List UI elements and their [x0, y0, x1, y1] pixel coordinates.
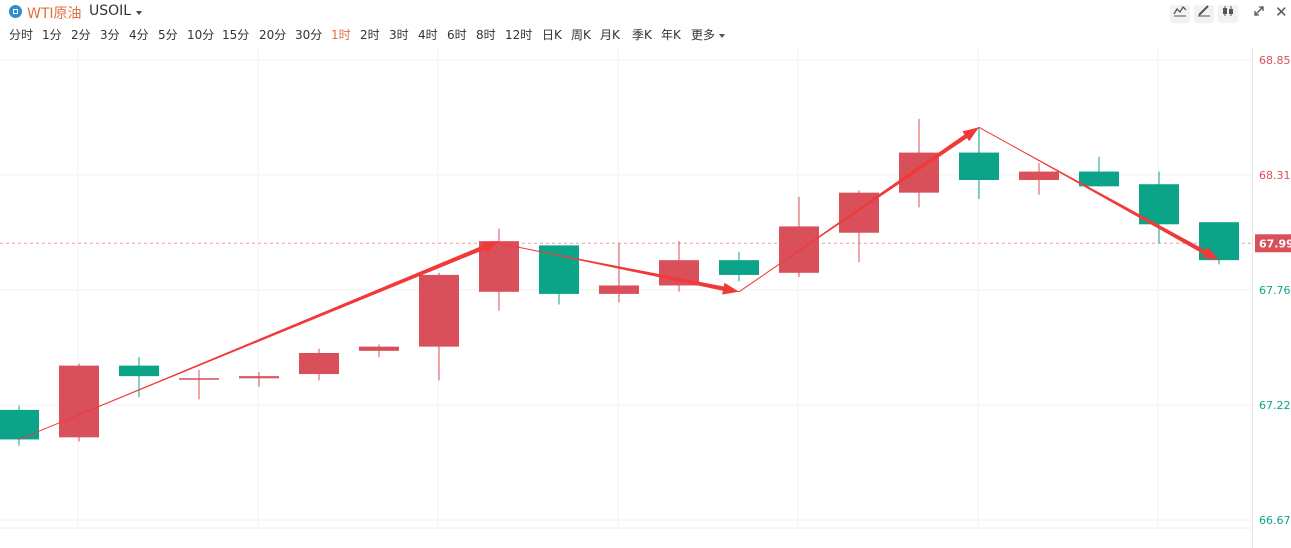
period-tab[interactable]: 8时	[476, 28, 496, 42]
period-tab[interactable]: 2时	[360, 28, 380, 42]
period-tab[interactable]: 月K	[600, 28, 620, 42]
symbol-icon	[9, 5, 22, 18]
chart-type-icon[interactable]	[1218, 5, 1238, 23]
period-tab[interactable]: 分时	[9, 28, 34, 42]
draw-icon[interactable]	[1194, 5, 1214, 23]
y-tick-label: 67.223	[1259, 399, 1291, 412]
period-tab[interactable]: 15分	[222, 28, 250, 42]
candle[interactable]	[539, 245, 579, 294]
period-tab[interactable]: 年K	[661, 28, 681, 42]
candle[interactable]	[0, 409, 39, 440]
close-icon[interactable]: ✕	[1275, 3, 1288, 21]
y-tick-label: 68.314	[1259, 169, 1291, 182]
period-tab[interactable]: 12时	[505, 28, 533, 42]
y-tick-label: 68.859	[1259, 54, 1291, 67]
candle[interactable]	[719, 260, 759, 275]
candle[interactable]	[599, 285, 639, 294]
period-tab[interactable]: 3分	[100, 28, 120, 42]
period-tab[interactable]: 季K	[632, 28, 652, 42]
candle[interactable]	[419, 274, 459, 347]
period-tab[interactable]: 4分	[129, 28, 149, 42]
current-price-badge	[1255, 234, 1291, 253]
period-tab[interactable]: 30分	[295, 28, 323, 42]
y-tick-label: 66.678	[1259, 514, 1291, 527]
candle[interactable]	[959, 152, 999, 181]
period-tab[interactable]: 日K	[542, 28, 562, 42]
period-tab[interactable]: 20分	[259, 28, 287, 42]
candle[interactable]	[779, 226, 819, 273]
trend-arrow	[498, 242, 740, 295]
trend-arrow	[738, 126, 980, 293]
period-tab[interactable]: 更多	[691, 28, 716, 42]
candle[interactable]	[1019, 171, 1059, 181]
trend-arrow	[18, 240, 500, 440]
chart-header: WTI原油 USOIL ✕	[0, 0, 1291, 24]
candle[interactable]	[239, 376, 279, 379]
symbol-name[interactable]: WTI原油	[27, 6, 82, 22]
period-tab[interactable]: 3时	[389, 28, 409, 42]
candle[interactable]	[1079, 171, 1119, 187]
period-tab[interactable]: 6时	[447, 28, 467, 42]
indicator-icon[interactable]	[1170, 5, 1190, 23]
period-tab[interactable]: 1分	[42, 28, 62, 42]
period-tab[interactable]: 5分	[158, 28, 178, 42]
candle[interactable]	[59, 365, 99, 438]
candle[interactable]	[1139, 184, 1179, 225]
candle[interactable]	[119, 365, 159, 377]
current-price-label: 67.99	[1259, 237, 1291, 250]
period-tab[interactable]: 4时	[418, 28, 438, 42]
chevron-down-icon[interactable]	[136, 11, 142, 15]
fullscreen-icon[interactable]	[1249, 5, 1269, 23]
candle[interactable]	[299, 352, 339, 375]
period-tab[interactable]: 2分	[71, 28, 91, 42]
candle[interactable]	[179, 378, 219, 380]
period-tab[interactable]: 1时	[331, 28, 351, 42]
trend-arrow	[978, 126, 1220, 261]
chevron-down-icon[interactable]	[719, 34, 725, 38]
candle[interactable]	[359, 346, 399, 351]
period-selector: 分时 1分 2分 3分 4分 5分 10分 15分 20分 30分 1时 2时 3时 4时 6时 8时 12时日…	[0, 26, 1200, 46]
period-tab[interactable]: 10分	[187, 28, 215, 42]
period-tab[interactable]: 周K	[571, 28, 591, 42]
y-tick-label: 67.769	[1259, 284, 1291, 297]
symbol-code[interactable]: USOIL	[89, 3, 132, 19]
